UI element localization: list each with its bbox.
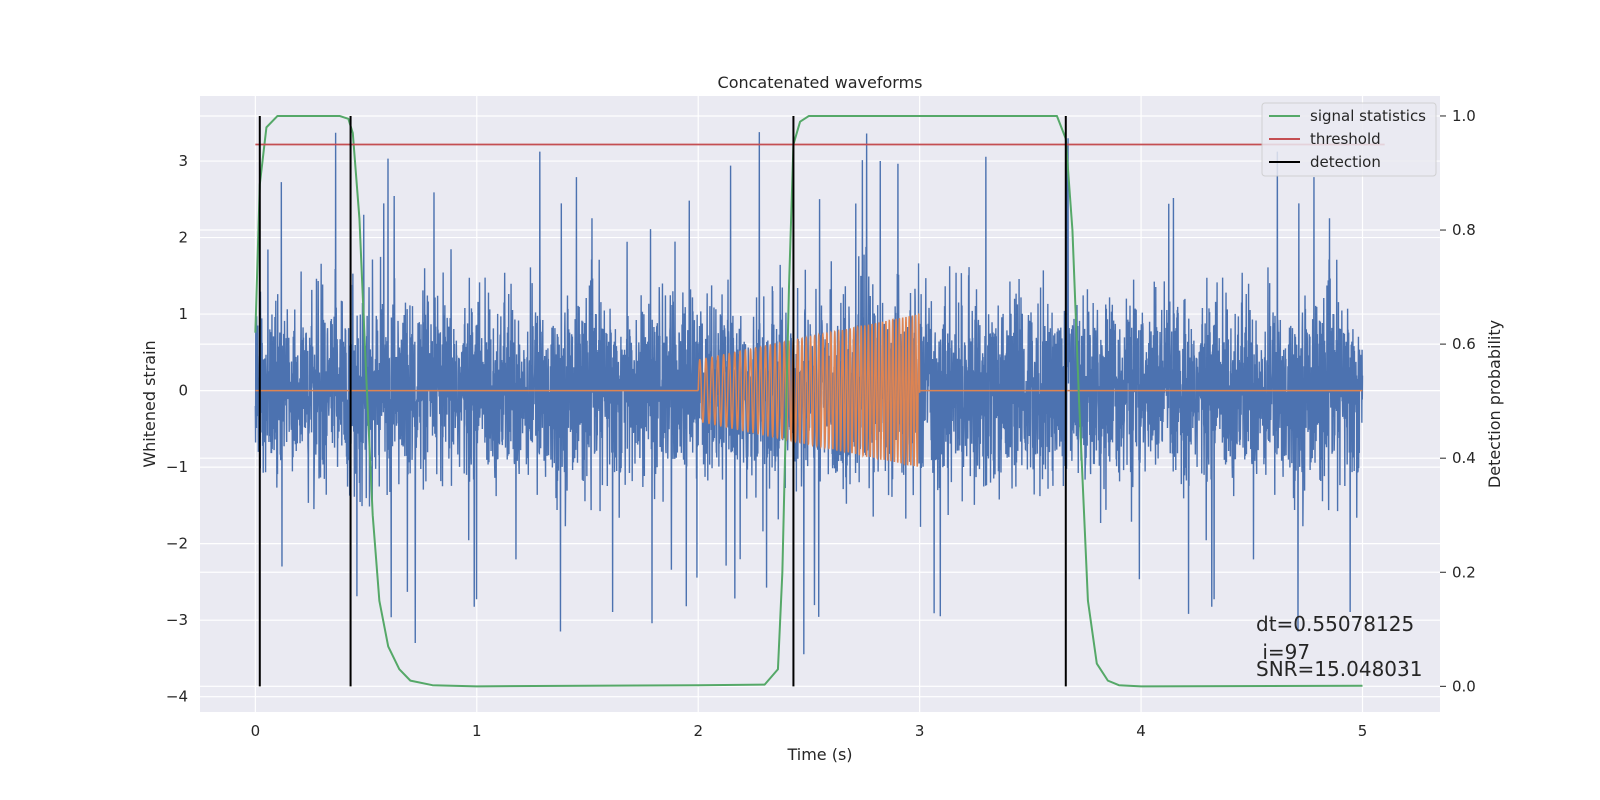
chart-title: Concatenated waveforms: [718, 73, 923, 92]
legend: signal statistics threshold detection: [1261, 102, 1437, 177]
y-tick-label: 1: [178, 305, 188, 323]
annotation: dt=0.55078125 i=97 SNR=15.048031: [1256, 612, 1422, 681]
y-tick-label: −3: [166, 611, 188, 629]
y-tick-label: 3: [178, 152, 188, 170]
y-tick-label: −2: [166, 535, 188, 553]
legend-label-detection: detection: [1310, 153, 1381, 171]
x-tick-label: 5: [1358, 722, 1368, 740]
annotation-i: i=97: [1256, 640, 1310, 664]
y2-tick-label: 0.8: [1452, 221, 1476, 239]
data-layer: [254, 114, 1385, 688]
annotation-snr: SNR=15.048031: [1256, 657, 1422, 681]
y2-axis-label: Detection probability: [1485, 320, 1504, 488]
x-tick-label: 2: [693, 722, 703, 740]
annotation-dt: dt=0.55078125: [1256, 612, 1414, 636]
signal-statistics-line: [254, 114, 1363, 688]
y-tick-label: 2: [178, 229, 188, 247]
y-tick-label: −4: [166, 688, 188, 706]
y2-tick-label: 0.6: [1452, 335, 1476, 353]
x-tick-label: 0: [251, 722, 261, 740]
legend-label-threshold: threshold: [1310, 130, 1381, 148]
x-axis-label: Time (s): [786, 745, 852, 764]
x-tick-label: 3: [915, 722, 925, 740]
legend-box: [1261, 102, 1437, 177]
y2-tick-label: 0.4: [1452, 449, 1476, 467]
y2-tick-label: 0.2: [1452, 563, 1476, 581]
y-axis-label: Whitened strain: [140, 340, 159, 467]
noise-series-line: [254, 132, 1364, 655]
axes: 0 1 2 3 4 5 −4 −3 −2 −1 0 1 2 3 0.0 0.2 0.4 0.6 0.8 1.0: [166, 107, 1476, 740]
x-tick-label: 1: [472, 722, 482, 740]
x-tick-label: 4: [1136, 722, 1146, 740]
waveform-series-line: [255, 312, 1363, 467]
y2-tick-label: 0.0: [1452, 677, 1476, 695]
y-tick-label: 0: [178, 382, 188, 400]
y2-tick-label: 1.0: [1452, 107, 1476, 125]
legend-label-signal-statistics: signal statistics: [1310, 107, 1426, 125]
y-tick-label: −1: [166, 458, 188, 476]
